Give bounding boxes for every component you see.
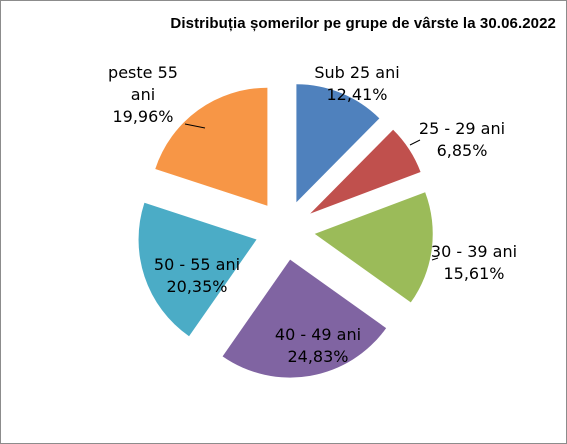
leader-line-peste-55-ani xyxy=(184,123,206,129)
pie-slice-sub-25-ani xyxy=(296,84,380,203)
data-label-sub-25-ani: Sub 25 ani 12,41% xyxy=(314,63,399,104)
chart-title: Distribuția șomerilor pe grupe de vârste… xyxy=(170,15,556,32)
leader-line-30-39-ani xyxy=(431,257,439,261)
pie-slice-peste-55-ani xyxy=(155,87,268,206)
pie-slice-25-29-ani xyxy=(310,129,421,214)
pie-slice-50-55-ani xyxy=(138,202,257,337)
data-label-30-39-ani: 30 - 39 ani 15,61% xyxy=(431,242,517,283)
pie-slice-40-49-ani xyxy=(222,259,387,378)
data-label-peste-55-ani: peste 55 ani 19,96% xyxy=(108,63,178,126)
pie-slice-30-39-ani xyxy=(314,192,433,303)
leader-line-25-29-ani xyxy=(409,139,421,146)
data-label-40-49-ani: 40 - 49 ani 24,83% xyxy=(275,325,361,366)
data-label-25-29-ani: 25 - 29 ani 6,85% xyxy=(419,119,505,160)
data-label-50-55-ani: 50 - 55 ani 20,35% xyxy=(154,255,240,296)
